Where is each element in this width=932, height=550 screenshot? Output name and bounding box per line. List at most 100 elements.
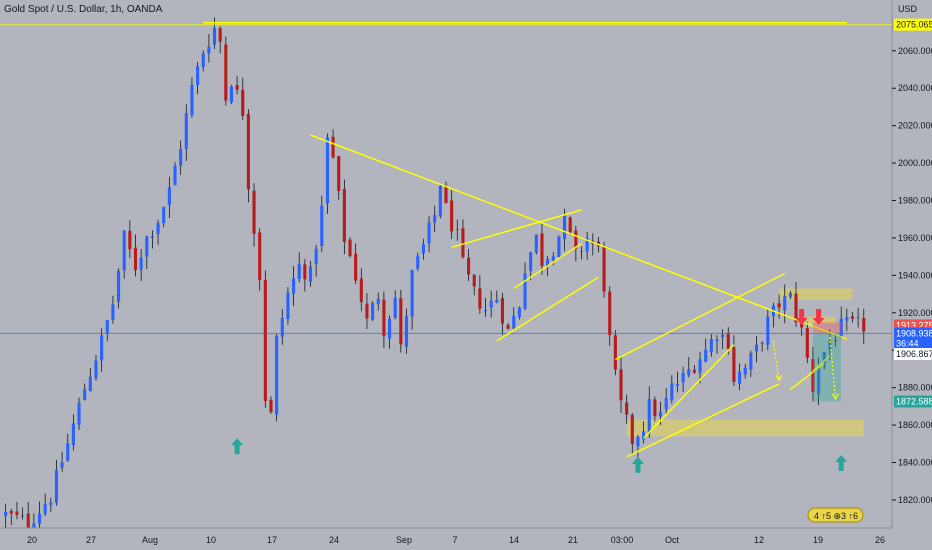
candle-body — [833, 339, 838, 341]
candle-body — [619, 369, 623, 401]
trend-lines-layer — [203, 21, 848, 458]
candles-layer — [4, 17, 866, 539]
candle-body — [546, 259, 550, 267]
candle-body — [252, 190, 256, 234]
x-tick-label: 12 — [754, 535, 764, 545]
candle-body — [704, 349, 708, 362]
events-marker-text: 4 ↑5 ⊕3 ↑6 — [814, 511, 858, 521]
candle-body — [275, 335, 279, 415]
trend-line — [513, 242, 582, 290]
candle-body — [506, 324, 510, 329]
up-arrow-icon — [231, 438, 244, 455]
candle-body — [71, 423, 75, 446]
x-tick-label: Sep — [396, 535, 412, 545]
candle-body — [636, 436, 640, 447]
x-tick-label: 10 — [206, 535, 216, 545]
candle-body — [348, 239, 352, 257]
candle-body — [145, 236, 149, 257]
candle-body — [438, 185, 442, 217]
candle-body — [563, 215, 567, 239]
price-tag-box — [894, 347, 932, 360]
candle-body — [472, 274, 476, 287]
x-tick-label: 19 — [813, 535, 823, 545]
candle-body — [292, 278, 296, 294]
y-tick-label: 2000.000 — [898, 158, 932, 168]
candle-body — [280, 318, 284, 337]
candle-body — [331, 136, 335, 158]
candle-body — [212, 27, 217, 45]
events-markers[interactable]: 4 ↑5 ⊕3 ↑6 — [807, 507, 864, 523]
x-tick-label: 21 — [568, 535, 578, 545]
candle-body — [444, 185, 448, 204]
candle-body — [822, 352, 826, 366]
candle-body — [862, 318, 866, 332]
candle-body — [66, 443, 70, 461]
candle-body — [743, 367, 747, 375]
price-tag-label: 1908.938 — [896, 328, 932, 338]
y-tick-label: 1880.000 — [898, 383, 932, 393]
price-tag-label: 1906.867 — [896, 349, 932, 359]
candle-body — [410, 270, 414, 317]
candle-body — [421, 244, 425, 254]
candle-body — [788, 292, 792, 298]
candle-body — [766, 316, 770, 345]
candle-body — [500, 298, 505, 324]
chart-background — [0, 0, 892, 528]
price-tag-box — [894, 327, 932, 340]
candle-body — [399, 298, 403, 345]
candle-body — [49, 502, 53, 506]
candle-body — [467, 257, 471, 275]
price-tag-label: 2075.065 — [896, 20, 932, 30]
events-marker-box[interactable] — [807, 507, 864, 523]
candle-body — [235, 85, 239, 90]
candle-body — [393, 297, 397, 318]
trend-line — [496, 276, 599, 342]
price-axis-ticks: 1820.0001840.0001860.0001880.0001900.000… — [892, 46, 932, 505]
trend-line — [615, 272, 786, 361]
candle-body — [303, 264, 307, 280]
candle-body — [286, 292, 290, 320]
candle-body — [246, 113, 250, 190]
candle-body — [229, 86, 234, 103]
candle-body — [738, 371, 742, 384]
candle-body — [687, 369, 691, 376]
candle-body — [184, 113, 188, 150]
candle-body — [568, 217, 572, 233]
price-axis[interactable] — [892, 0, 932, 528]
candle-body — [258, 232, 262, 280]
projection-layer — [772, 337, 840, 401]
x-tick-label: Aug — [142, 535, 158, 545]
trend-line — [812, 355, 831, 372]
candle-body — [427, 222, 431, 244]
candle-body — [613, 335, 617, 370]
position-stop-zone — [812, 322, 842, 334]
time-axis[interactable] — [0, 528, 892, 550]
y-tick-label: 1920.000 — [898, 308, 932, 318]
down-arrow-icon — [795, 309, 808, 326]
candle-body — [404, 316, 409, 347]
candle-body — [670, 383, 674, 401]
candle-body — [715, 339, 719, 342]
candle-body — [450, 200, 454, 232]
candle-body — [529, 252, 533, 272]
candle-body — [100, 335, 104, 361]
trend-line — [451, 209, 582, 249]
position-tool[interactable] — [812, 322, 842, 402]
x-tick-label: 17 — [267, 535, 277, 545]
x-tick-label: Oct — [665, 535, 680, 545]
candle-body — [128, 230, 132, 250]
candle-body — [783, 296, 787, 311]
candle-body — [26, 513, 30, 528]
candle-body — [692, 369, 696, 373]
price-tag-label: 36:44 — [896, 339, 919, 349]
candle-body — [196, 66, 200, 86]
candle-body — [325, 137, 329, 204]
candle-body — [308, 266, 313, 282]
candle-body — [122, 230, 126, 271]
candle-body — [726, 333, 730, 349]
candle-body — [162, 206, 166, 224]
candle-body — [359, 278, 363, 303]
candle-body — [675, 384, 680, 386]
